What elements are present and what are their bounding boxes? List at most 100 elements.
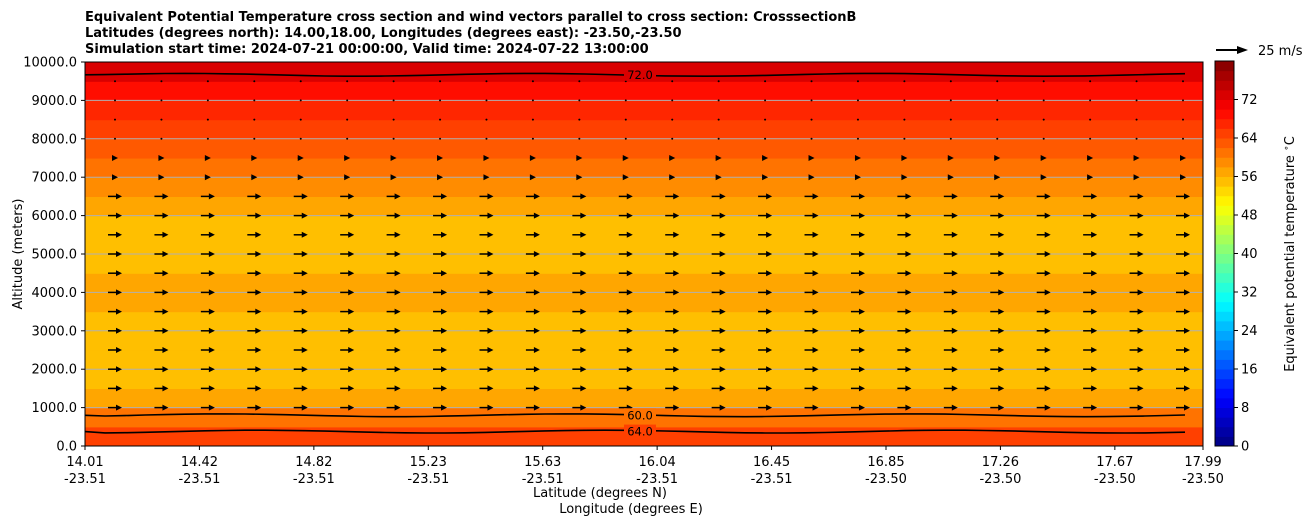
wind-vector-head xyxy=(905,289,912,296)
y-axis-label: Altitude (meters) xyxy=(11,199,26,310)
x-tick-label-longitude: -23.51 xyxy=(64,472,106,487)
x-tick-label-longitude: -23.50 xyxy=(865,472,907,487)
wind-vector-dot xyxy=(856,99,859,102)
wind-vector-head xyxy=(441,212,448,219)
wind-vector-head xyxy=(487,193,494,200)
wind-vector-dot xyxy=(578,137,581,140)
wind-vector-head xyxy=(394,327,401,334)
x-tick-label-latitude: 14.01 xyxy=(66,455,103,470)
wind-vector-head xyxy=(483,155,490,161)
wind-vector-head xyxy=(533,212,540,219)
colorbar-tick-label: 24 xyxy=(1241,324,1258,339)
wind-vector-dot xyxy=(1089,118,1092,121)
wind-vector-head xyxy=(1137,193,1144,200)
contour-label: 60.0 xyxy=(627,408,653,422)
wind-vector-head xyxy=(208,308,215,315)
wind-vector-head xyxy=(1184,385,1190,392)
wind-vector-head xyxy=(673,347,680,353)
colorbar-segment xyxy=(1215,340,1234,351)
colorbar-segment xyxy=(1215,272,1234,283)
wind-vector-head xyxy=(208,366,215,373)
wind-vector-head xyxy=(905,193,912,200)
wind-vector-head xyxy=(487,404,494,411)
wind-vector-head xyxy=(116,251,122,257)
wind-vector-head xyxy=(441,347,448,353)
y-tick-label: 1000.0 xyxy=(32,401,78,416)
wind-vector-head xyxy=(255,193,262,200)
wind-vector-head xyxy=(1133,174,1140,181)
x-tick-label-latitude: 16.85 xyxy=(867,455,904,470)
wind-vector-head xyxy=(626,193,633,200)
x-tick-label-latitude: 16.04 xyxy=(639,455,676,470)
wind-vector-head xyxy=(622,155,629,161)
wind-vector-head xyxy=(441,289,448,296)
wind-vector-head xyxy=(576,174,583,181)
wind-vector-head xyxy=(998,347,1005,353)
x-tick-label-latitude: 16.45 xyxy=(753,455,790,470)
x-tick-label-longitude: -23.50 xyxy=(1182,472,1224,487)
wind-vector-head xyxy=(533,231,540,238)
wind-vector-head xyxy=(1137,212,1144,219)
x-tick-label-latitude: 14.82 xyxy=(295,455,332,470)
wind-vector-head xyxy=(580,231,587,238)
x-tick-label-latitude: 15.23 xyxy=(410,455,447,470)
wind-vector-head xyxy=(394,366,401,373)
wind-vector-head xyxy=(626,251,633,257)
filled-contours xyxy=(85,62,1203,446)
x-tick-label-longitude: -23.51 xyxy=(636,472,678,487)
wind-vector-head xyxy=(858,385,865,392)
wind-vector-head xyxy=(905,212,912,219)
wind-vector-head xyxy=(348,327,355,334)
wind-vector-head xyxy=(673,385,680,392)
filled-band xyxy=(85,177,1203,197)
wind-vector-head xyxy=(1044,212,1051,219)
wind-vector-head xyxy=(208,404,215,411)
wind-vector-head xyxy=(116,385,122,392)
x-axis-label-longitude: Longitude (degrees E) xyxy=(559,502,703,517)
wind-vector-head xyxy=(487,251,494,257)
wind-vector-head xyxy=(951,270,958,277)
wind-vector-dot xyxy=(485,99,488,102)
wind-vector-dot xyxy=(949,137,952,140)
wind-vector-head xyxy=(766,327,773,334)
wind-vector-head xyxy=(1044,327,1051,334)
filled-band xyxy=(85,350,1203,370)
wind-vector-head xyxy=(394,212,401,219)
wind-vector-dot xyxy=(392,118,395,121)
wind-vector-head xyxy=(208,347,215,353)
wind-vector-head xyxy=(394,308,401,315)
wind-vector-head xyxy=(1040,174,1047,181)
wind-vector-head xyxy=(951,327,958,334)
chart-title-line-3: Simulation start time: 2024-07-21 00:00:… xyxy=(85,42,649,57)
colorbar-segment xyxy=(1215,195,1234,206)
colorbar-segment xyxy=(1215,292,1234,303)
y-tick-label: 5000.0 xyxy=(32,248,78,263)
wind-vector-head xyxy=(580,366,587,373)
wind-vector-head xyxy=(901,174,908,181)
wind-vector-dot xyxy=(1042,118,1045,121)
wind-vector-head xyxy=(762,155,769,161)
colorbar-ticks: 0 8 16 24 32 40 48 56 64 72 xyxy=(1234,93,1258,455)
filled-band xyxy=(85,388,1203,409)
y-tick-label: 3000.0 xyxy=(32,324,78,339)
wind-vector-head xyxy=(394,347,401,353)
wind-vector-head xyxy=(673,289,680,296)
x-tick-label-longitude: -23.50 xyxy=(979,472,1021,487)
wind-vector-head xyxy=(673,193,680,200)
wind-vector-dot xyxy=(810,99,813,102)
y-tick-label: 6000.0 xyxy=(32,209,78,224)
wind-vector-dot xyxy=(439,80,442,83)
wind-vector-head xyxy=(394,385,401,392)
wind-vector-head xyxy=(158,174,165,181)
wind-vector-head xyxy=(162,327,169,334)
colorbar-segment xyxy=(1215,320,1234,331)
wind-vector-head xyxy=(1137,231,1144,238)
wind-vector-head xyxy=(116,347,122,353)
wind-vector-head xyxy=(1137,308,1144,315)
wind-vector-dot xyxy=(1182,118,1184,121)
wind-vector-head xyxy=(204,174,211,181)
wind-vector-head xyxy=(116,193,122,200)
wind-vector-head xyxy=(116,270,122,277)
wind-vector-dot xyxy=(717,137,720,140)
wind-vector-head xyxy=(905,404,912,411)
